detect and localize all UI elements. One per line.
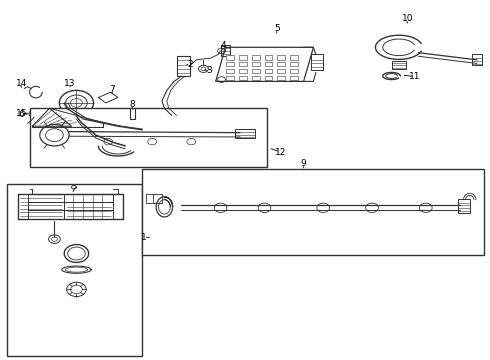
Text: 10: 10 (401, 14, 413, 23)
Bar (30, 108, 267, 167)
Text: 1: 1 (141, 233, 147, 242)
Bar (265, 62, 272, 66)
Bar (290, 76, 298, 80)
Bar (252, 62, 260, 66)
Bar (277, 62, 285, 66)
Text: 2: 2 (188, 60, 193, 69)
Bar (252, 69, 260, 73)
Text: 15: 15 (16, 109, 27, 118)
Bar (265, 76, 272, 80)
Bar (226, 69, 234, 73)
Text: 12: 12 (274, 148, 286, 157)
Bar (153, 194, 162, 203)
Bar (265, 55, 272, 59)
Bar (235, 130, 255, 138)
Bar (239, 76, 247, 80)
Bar (220, 45, 230, 56)
Text: 14: 14 (16, 79, 27, 88)
Text: 13: 13 (64, 79, 76, 88)
Bar (226, 55, 234, 59)
Bar (226, 76, 234, 80)
Bar (143, 169, 485, 255)
Bar (226, 62, 234, 66)
Bar (239, 62, 247, 66)
Bar (277, 69, 285, 73)
Bar (252, 55, 260, 59)
Bar (290, 62, 298, 66)
Bar (290, 69, 298, 73)
Bar (277, 76, 285, 80)
Bar (176, 56, 190, 76)
Text: 5: 5 (274, 24, 280, 33)
Bar (6, 184, 143, 356)
Text: 7: 7 (109, 85, 115, 94)
Bar (458, 199, 470, 213)
Bar (252, 76, 260, 80)
Bar (472, 54, 482, 65)
Bar (239, 55, 247, 59)
Bar (392, 61, 406, 69)
Text: 11: 11 (409, 72, 421, 81)
Bar (265, 69, 272, 73)
Bar (277, 55, 285, 59)
Bar (311, 54, 323, 69)
Bar (147, 194, 155, 203)
Bar (239, 69, 247, 73)
Bar (290, 55, 298, 59)
Text: 8: 8 (130, 100, 136, 109)
Text: 3: 3 (206, 66, 212, 75)
Text: 9: 9 (301, 159, 307, 168)
Text: 6: 6 (18, 109, 24, 118)
Text: 4: 4 (220, 41, 226, 50)
